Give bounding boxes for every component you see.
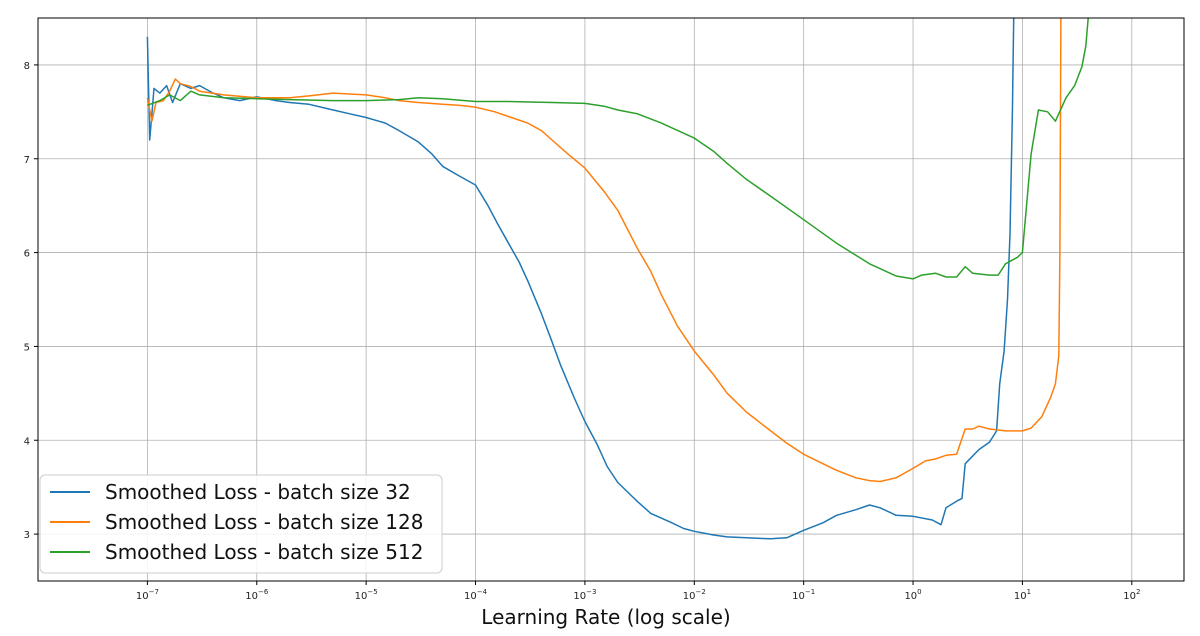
y-tick-label: 4 bbox=[24, 436, 30, 447]
x-tick-label: 101 bbox=[1014, 588, 1031, 602]
y-tick-label: 6 bbox=[24, 249, 30, 260]
x-tick-label: 102 bbox=[1123, 588, 1140, 602]
x-tick-label: 10−3 bbox=[573, 588, 596, 602]
x-axis-title: Learning Rate (log scale) bbox=[481, 605, 730, 629]
x-tick-label: 10−4 bbox=[464, 588, 488, 602]
legend: Smoothed Loss - batch size 32 Smoothed L… bbox=[39, 474, 443, 574]
y-axis-ticks: 3 4 5 6 7 8 bbox=[24, 61, 38, 541]
x-tick-label: 10−6 bbox=[245, 588, 269, 602]
series-line-batch-128 bbox=[146, 18, 1062, 483]
series-line-batch-32 bbox=[146, 18, 1015, 540]
x-tick-label: 10−5 bbox=[355, 588, 378, 602]
series-lines bbox=[146, 18, 1089, 540]
y-tick-label: 8 bbox=[24, 61, 30, 72]
series-line-batch-512 bbox=[147, 18, 1089, 280]
x-tick-label: 10−7 bbox=[136, 588, 159, 602]
legend-label-batch-32: Smoothed Loss - batch size 32 bbox=[105, 480, 411, 504]
x-tick-label: 100 bbox=[904, 588, 921, 602]
plot-area-frame bbox=[37, 17, 1185, 582]
y-tick-label: 5 bbox=[24, 342, 30, 353]
y-tick-label: 3 bbox=[24, 530, 30, 541]
y-tick-label: 7 bbox=[24, 155, 30, 166]
x-axis-ticks: 10−7 10−6 10−5 10−4 10−3 10−2 10−1 100 101 102 bbox=[136, 581, 1140, 602]
legend-label-batch-128: Smoothed Loss - batch size 128 bbox=[105, 510, 423, 534]
x-tick-label: 10−1 bbox=[792, 588, 815, 602]
legend-box bbox=[39, 474, 443, 574]
legend-label-batch-512: Smoothed Loss - batch size 512 bbox=[105, 540, 423, 564]
x-tick-label: 10−2 bbox=[683, 588, 706, 602]
